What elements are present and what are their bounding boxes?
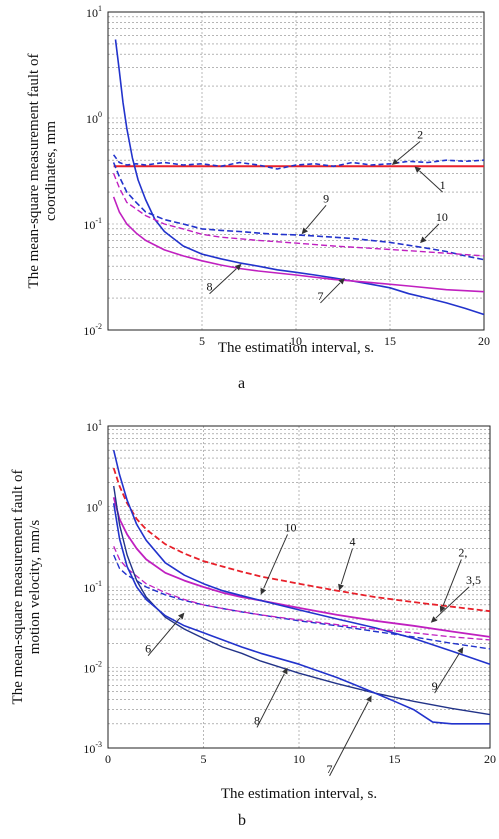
annotation-arrowhead bbox=[414, 166, 422, 173]
annotation-arrowhead bbox=[281, 667, 288, 675]
annotation-leader bbox=[329, 701, 369, 777]
annotation-label: 9 bbox=[323, 191, 329, 205]
annotation-label: 1 bbox=[440, 178, 446, 192]
y-axis-label: The mean-square measurement fault ofcoor… bbox=[26, 54, 59, 289]
series-line-5 bbox=[112, 162, 485, 261]
annotation-label: 6 bbox=[145, 642, 151, 656]
y-tick-label: 10-2 bbox=[83, 660, 102, 676]
annotation-label: 2 bbox=[417, 128, 423, 142]
annotation-arrowhead bbox=[301, 227, 309, 235]
annotation-label: 10 bbox=[285, 520, 297, 534]
annotation-arrowhead bbox=[391, 158, 399, 166]
annotation-label: 8 bbox=[207, 280, 213, 294]
chart-a: 2 1 9 10 8 7 5 10 15 20 101 100 10-1 10-2 The estimati… bbox=[26, 4, 490, 356]
annotation-arrowhead bbox=[457, 646, 464, 654]
series-line-3 bbox=[114, 39, 485, 316]
x-tick-label: 5 bbox=[199, 334, 205, 348]
series-line-3 bbox=[112, 450, 491, 665]
annotation-label: 7 bbox=[317, 289, 323, 303]
plot-frame bbox=[107, 11, 485, 331]
y-tick-label: 101 bbox=[86, 4, 102, 20]
series-line-2 bbox=[112, 497, 491, 638]
panel-label-b: b bbox=[238, 812, 246, 829]
annotation-leader bbox=[419, 170, 443, 193]
annotation-leader bbox=[305, 205, 327, 230]
annotation-arrowhead bbox=[365, 695, 372, 703]
annotation-leader bbox=[442, 559, 462, 607]
series-line-6 bbox=[113, 485, 491, 716]
annotation-leader bbox=[320, 282, 341, 304]
annotation-arrowhead bbox=[178, 612, 185, 620]
annotation-arrowhead bbox=[338, 277, 345, 285]
annotation-leader bbox=[396, 141, 421, 161]
x-tick-label: 10 bbox=[290, 334, 302, 348]
annotation-arrowhead bbox=[430, 616, 438, 623]
y-axis-label: The mean-square measurement fault ofmoti… bbox=[10, 470, 43, 705]
series-line-7 bbox=[112, 503, 490, 725]
y-tick-label: 100 bbox=[86, 110, 102, 126]
y-tick-label: 101 bbox=[86, 418, 102, 434]
y-tick-label: 10-1 bbox=[83, 216, 102, 232]
panel-label-a: a bbox=[238, 375, 246, 392]
annotation-arrowhead bbox=[420, 236, 427, 244]
grid bbox=[108, 426, 490, 749]
annotation-leader bbox=[256, 673, 285, 728]
x-tick-label: 15 bbox=[384, 334, 396, 348]
x-tick-label: 20 bbox=[484, 752, 496, 766]
annotation-label: 7 bbox=[327, 762, 333, 776]
x-tick-label: 15 bbox=[389, 752, 401, 766]
series-line-1 bbox=[112, 467, 491, 613]
grid bbox=[108, 12, 484, 331]
series-line-5 bbox=[113, 546, 491, 641]
chart-b: 10 4 2, 3,5 6 9 8 7 0 5 10 15 20 101 100 10-1 10-2 10-3 Th… bbox=[10, 418, 496, 802]
annotation-leader bbox=[340, 548, 353, 585]
annotation-arrowhead bbox=[260, 587, 267, 595]
x-axis-label: The estimation interval, s. bbox=[218, 340, 374, 356]
x-tick-label: 0 bbox=[105, 752, 111, 766]
series-line-2 bbox=[112, 154, 485, 170]
annotation-label: 8 bbox=[254, 713, 260, 727]
annotation-label: 4 bbox=[349, 535, 355, 549]
annotation-leader bbox=[435, 586, 470, 619]
annotation-leader bbox=[263, 534, 288, 589]
annotation-leader bbox=[209, 268, 237, 295]
annotation-label: 10 bbox=[436, 210, 448, 224]
plot-frame bbox=[107, 425, 491, 749]
series-line-4 bbox=[112, 196, 485, 293]
annotation-leader bbox=[147, 617, 181, 657]
x-tick-label: 20 bbox=[478, 334, 490, 348]
x-tick-label: 10 bbox=[293, 752, 305, 766]
annotation-arrowhead bbox=[234, 263, 242, 271]
y-tick-label: 10-3 bbox=[83, 740, 102, 756]
y-tick-label: 10-2 bbox=[83, 322, 102, 338]
annotation-arrowhead bbox=[338, 583, 344, 591]
y-tick-label: 100 bbox=[86, 499, 102, 515]
x-tick-label: 5 bbox=[201, 752, 207, 766]
annotation-label: 2, bbox=[458, 545, 467, 559]
y-tick-label: 10-1 bbox=[83, 579, 102, 595]
annotation-leader bbox=[434, 652, 460, 694]
annotation-label: 9 bbox=[432, 679, 438, 693]
annotation-label: 3,5 bbox=[466, 573, 481, 587]
series-line-6 bbox=[112, 173, 485, 257]
annotation-arrowhead bbox=[439, 605, 446, 613]
x-axis-label: The estimation interval, s. bbox=[221, 786, 377, 802]
annotation-leader bbox=[424, 223, 440, 239]
